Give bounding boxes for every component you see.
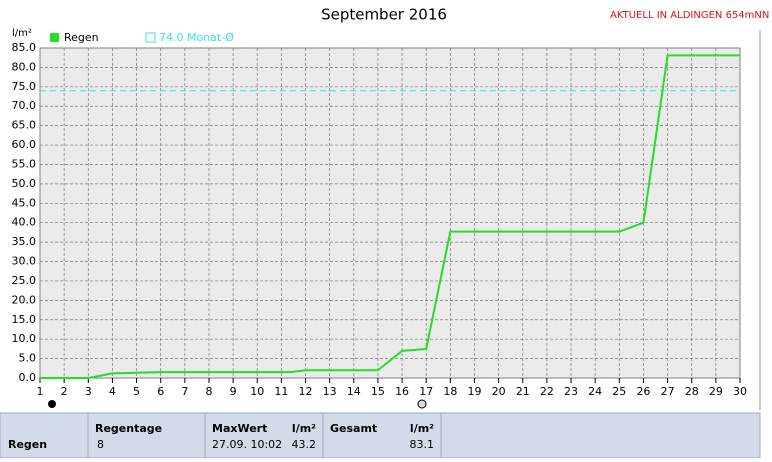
x-tick-label: 16 xyxy=(395,385,409,398)
x-tick-label: 15 xyxy=(371,385,385,398)
x-tick-label: 21 xyxy=(516,385,530,398)
x-tick-label: 27 xyxy=(661,385,675,398)
x-tick-label: 18 xyxy=(443,385,457,398)
x-tick-label: 2 xyxy=(61,385,68,398)
x-tick-label: 5 xyxy=(133,385,140,398)
legend-swatch xyxy=(50,33,59,42)
y-tick-label: 5.0 xyxy=(19,352,37,365)
cell-value: 8 xyxy=(97,438,104,451)
y-tick-label: 20.0 xyxy=(12,293,37,306)
column-header: Gesamt xyxy=(330,422,377,435)
x-tick-label: 7 xyxy=(181,385,188,398)
y-tick-label: 40.0 xyxy=(12,216,37,229)
x-tick-label: 9 xyxy=(230,385,237,398)
x-tick-label: 3 xyxy=(85,385,92,398)
column-header: MaxWert xyxy=(212,422,267,435)
x-tick-label: 13 xyxy=(323,385,337,398)
x-tick-label: 29 xyxy=(709,385,723,398)
marker-icon xyxy=(417,399,427,409)
marker-icon xyxy=(48,400,56,408)
x-tick-label: 25 xyxy=(612,385,626,398)
y-tick-label: 60.0 xyxy=(12,138,37,151)
summary-table xyxy=(0,412,761,459)
y-tick-label: 50.0 xyxy=(12,177,37,190)
x-tick-label: 28 xyxy=(685,385,699,398)
x-tick-label: 10 xyxy=(250,385,264,398)
legend-label: Regen xyxy=(64,31,99,44)
y-tick-label: 75.0 xyxy=(12,80,37,93)
x-tick-label: 17 xyxy=(419,385,433,398)
column-unit: l/m² xyxy=(292,422,316,435)
y-tick-label: 30.0 xyxy=(12,255,37,268)
plot-area xyxy=(39,47,741,379)
y-axis-label: l/m² xyxy=(12,28,32,39)
x-tick-label: 20 xyxy=(492,385,506,398)
y-tick-label: 85.0 xyxy=(12,41,37,54)
x-tick-label: 11 xyxy=(274,385,288,398)
chart-title: September 2016 xyxy=(321,6,447,24)
column-unit: l/m² xyxy=(410,422,434,435)
y-tick-label: 65.0 xyxy=(12,119,37,132)
y-tick-label: 45.0 xyxy=(12,196,37,209)
x-tick-label: 22 xyxy=(540,385,554,398)
column-header: Regentage xyxy=(95,422,162,435)
y-tick-label: 80.0 xyxy=(12,60,37,73)
annotation: AKTUELL IN ALDINGEN 654mNN xyxy=(610,10,769,21)
y-tick-label: 70.0 xyxy=(12,99,37,112)
y-tick-label: 0.0 xyxy=(19,371,37,384)
cell-value: 83.1 xyxy=(410,438,435,451)
legend-label: 74.0 Monat-Ø xyxy=(159,31,234,44)
x-tick-label: 12 xyxy=(299,385,313,398)
legend-swatch xyxy=(145,32,156,43)
data-line xyxy=(40,54,740,379)
x-tick-label: 26 xyxy=(636,385,650,398)
x-tick-label: 23 xyxy=(564,385,578,398)
cell-date: 27.09. 10:02 xyxy=(212,438,282,451)
x-tick-label: 30 xyxy=(733,385,747,398)
y-tick-label: 35.0 xyxy=(12,235,37,248)
y-tick-label: 10.0 xyxy=(12,332,37,345)
x-tick-label: 6 xyxy=(157,385,164,398)
x-tick-label: 1 xyxy=(37,385,44,398)
cell-value: 43.2 xyxy=(292,438,317,451)
x-tick-label: 19 xyxy=(467,385,481,398)
x-tick-label: 8 xyxy=(205,385,212,398)
x-tick-label: 24 xyxy=(588,385,602,398)
x-tick-label: 4 xyxy=(109,385,116,398)
y-tick-label: 55.0 xyxy=(12,157,37,170)
x-tick-label: 14 xyxy=(347,385,361,398)
row-label: Regen xyxy=(8,438,47,451)
y-tick-label: 15.0 xyxy=(12,313,37,326)
y-tick-label: 25.0 xyxy=(12,274,37,287)
